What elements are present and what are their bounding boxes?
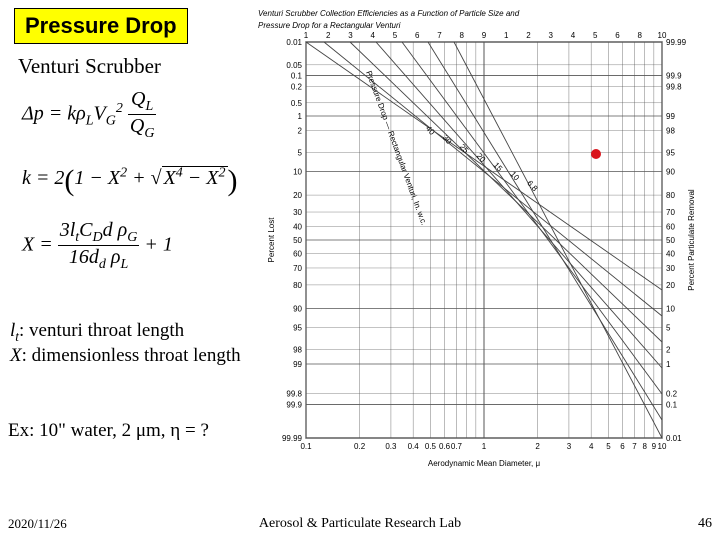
- svg-text:6: 6: [620, 442, 625, 451]
- svg-text:80: 80: [293, 281, 302, 290]
- svg-text:0.2: 0.2: [291, 83, 303, 92]
- svg-text:1: 1: [298, 112, 303, 121]
- page-title: Pressure Drop: [14, 8, 188, 44]
- svg-text:1: 1: [666, 360, 671, 369]
- svg-text:4: 4: [571, 31, 576, 40]
- svg-text:0.6: 0.6: [439, 442, 451, 451]
- svg-text:2: 2: [535, 442, 540, 451]
- svg-text:3: 3: [549, 31, 554, 40]
- svg-text:Venturi Scrubber Collection Ef: Venturi Scrubber Collection Efficiencies…: [258, 9, 520, 18]
- svg-text:1: 1: [304, 31, 309, 40]
- svg-text:2: 2: [526, 31, 531, 40]
- svg-text:Pressure Drop for a Rectangula: Pressure Drop for a Rectangular Venturi: [258, 21, 401, 30]
- svg-text:90: 90: [293, 304, 302, 313]
- svg-text:10: 10: [293, 168, 302, 177]
- svg-text:40: 40: [424, 124, 437, 137]
- svg-text:0.4: 0.4: [408, 442, 420, 451]
- svg-text:0.3: 0.3: [385, 442, 397, 451]
- svg-text:98: 98: [666, 127, 675, 136]
- equation-x: X = 3ltCDd ρG 16dd ρL + 1: [22, 219, 238, 273]
- svg-text:0.05: 0.05: [286, 61, 302, 70]
- svg-text:20: 20: [666, 281, 675, 290]
- svg-text:10: 10: [658, 31, 667, 40]
- svg-text:60: 60: [666, 222, 675, 231]
- svg-text:95: 95: [666, 148, 675, 157]
- svg-text:99.8: 99.8: [666, 83, 682, 92]
- svg-text:9: 9: [652, 442, 657, 451]
- equations-block: Δp = kρLVG2 QL QG k = 2(1 − X2 + √X4 − X…: [22, 88, 238, 295]
- svg-text:Aerodynamic Mean Diameter, μ: Aerodynamic Mean Diameter, μ: [428, 459, 541, 468]
- svg-text:70: 70: [666, 208, 675, 217]
- svg-text:7: 7: [437, 31, 442, 40]
- svg-text:0.5: 0.5: [425, 442, 437, 451]
- definitions: lt: venturi throat length X: dimensionle…: [10, 320, 241, 367]
- svg-text:2: 2: [298, 127, 303, 136]
- svg-text:9: 9: [482, 31, 487, 40]
- svg-text:0.01: 0.01: [666, 434, 682, 443]
- svg-text:2: 2: [326, 31, 331, 40]
- equation-k: k = 2(1 − X2 + √X4 − X2): [22, 164, 238, 197]
- svg-text:50: 50: [666, 236, 675, 245]
- svg-text:0.1: 0.1: [666, 401, 678, 410]
- svg-text:99.9: 99.9: [286, 401, 302, 410]
- example-text: Ex: 10" water, 2 μm, η = ?: [8, 420, 209, 442]
- svg-text:0.1: 0.1: [291, 71, 303, 80]
- venturi-chart: Venturi Scrubber Collection Efficiencies…: [258, 6, 708, 476]
- svg-text:70: 70: [293, 264, 302, 273]
- svg-text:99: 99: [293, 360, 302, 369]
- svg-text:80: 80: [666, 191, 675, 200]
- svg-text:60: 60: [293, 250, 302, 259]
- svg-text:1: 1: [482, 442, 487, 451]
- svg-text:10: 10: [666, 304, 675, 313]
- svg-text:90: 90: [666, 168, 675, 177]
- svg-text:0.2: 0.2: [666, 389, 678, 398]
- svg-text:5: 5: [666, 324, 671, 333]
- svg-text:99: 99: [666, 112, 675, 121]
- svg-text:Percent Particulate Removal: Percent Particulate Removal: [687, 189, 696, 291]
- svg-text:30: 30: [293, 208, 302, 217]
- svg-text:20: 20: [475, 151, 488, 164]
- svg-text:25: 25: [458, 142, 471, 155]
- svg-text:3: 3: [567, 442, 572, 451]
- svg-text:20: 20: [293, 191, 302, 200]
- svg-text:30: 30: [666, 264, 675, 273]
- svg-text:5: 5: [393, 31, 398, 40]
- svg-text:40: 40: [293, 222, 302, 231]
- footer-page: 46: [698, 516, 712, 532]
- svg-text:7: 7: [632, 442, 637, 451]
- svg-text:3: 3: [348, 31, 353, 40]
- svg-text:95: 95: [293, 324, 302, 333]
- svg-text:99.99: 99.99: [666, 38, 687, 47]
- svg-text:6: 6: [615, 31, 620, 40]
- svg-text:8: 8: [638, 31, 643, 40]
- svg-text:99.9: 99.9: [666, 71, 682, 80]
- subtitle: Venturi Scrubber: [18, 54, 161, 79]
- svg-text:4: 4: [371, 31, 376, 40]
- svg-text:0.1: 0.1: [300, 442, 312, 451]
- svg-text:2: 2: [666, 345, 671, 354]
- svg-text:0.7: 0.7: [451, 442, 463, 451]
- def-x: X: dimensionless throat length: [10, 345, 241, 367]
- svg-text:Pressure Drop — Rectangular Ve: Pressure Drop — Rectangular Venturi, In.…: [364, 70, 428, 227]
- svg-text:5: 5: [298, 148, 303, 157]
- svg-text:5: 5: [593, 31, 598, 40]
- svg-text:50: 50: [293, 236, 302, 245]
- svg-text:98: 98: [293, 345, 302, 354]
- svg-text:0.2: 0.2: [354, 442, 366, 451]
- equation-dp: Δp = kρLVG2 QL QG: [22, 88, 238, 142]
- footer-center: Aerosol & Particulate Research Lab: [0, 516, 720, 532]
- svg-text:1: 1: [504, 31, 509, 40]
- svg-text:10: 10: [658, 442, 667, 451]
- svg-text:40: 40: [666, 250, 675, 259]
- svg-text:0.01: 0.01: [286, 38, 302, 47]
- svg-text:Percent Lost: Percent Lost: [267, 217, 276, 263]
- svg-text:99.8: 99.8: [286, 389, 302, 398]
- svg-text:5: 5: [606, 442, 611, 451]
- def-lt: lt: venturi throat length: [10, 320, 241, 345]
- svg-text:6: 6: [415, 31, 420, 40]
- svg-text:8: 8: [460, 31, 465, 40]
- svg-text:8: 8: [643, 442, 648, 451]
- svg-text:4: 4: [589, 442, 594, 451]
- svg-text:0.5: 0.5: [291, 99, 303, 108]
